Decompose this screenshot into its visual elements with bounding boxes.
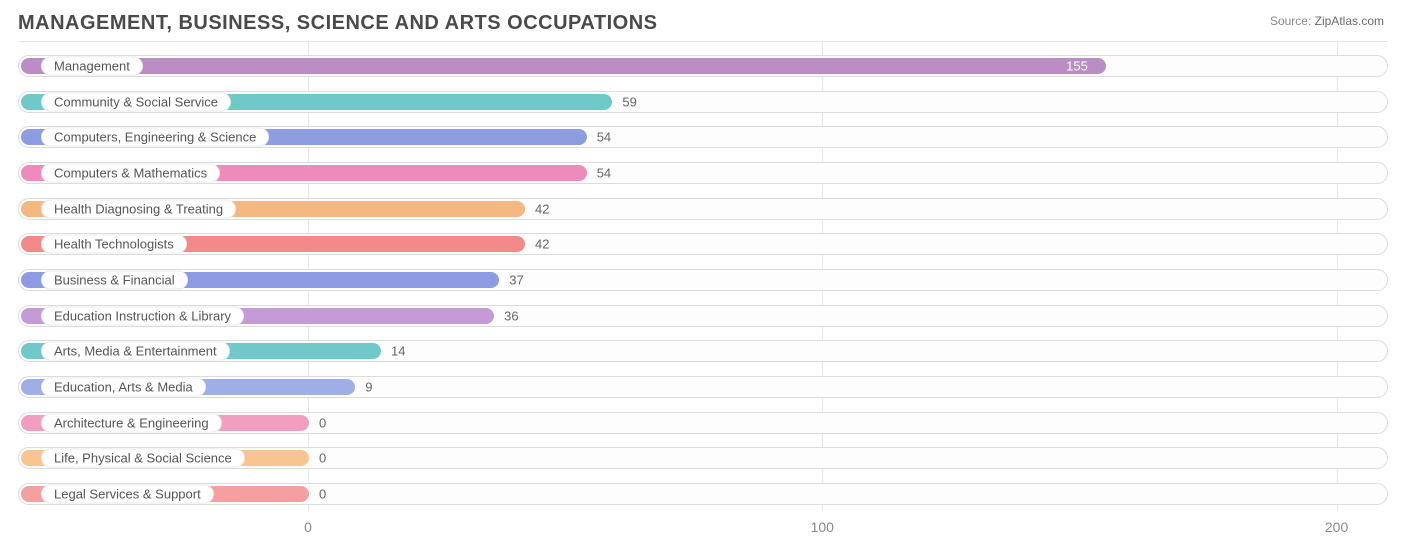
bar-row: Health Diagnosing & Treating 42 [18,195,1388,223]
bar-value: 54 [597,130,611,145]
bar-label: Education, Arts & Media [41,378,206,397]
bar-row: Community & Social Service 59 [18,88,1388,116]
bar-track: Architecture & Engineering 0 [18,412,1388,434]
bar-row: Business & Financial 37 [18,266,1388,294]
bar-track: Arts, Media & Entertainment 14 [18,340,1388,362]
bar-row: Arts, Media & Entertainment 14 [18,337,1388,365]
bar-row: Education Instruction & Library 36 [18,302,1388,330]
bar-row: Life, Physical & Social Science 0 [18,444,1388,472]
bar-row: Education, Arts & Media 9 [18,373,1388,401]
bar-label: Health Technologists [41,235,187,254]
bar-value: 155 [1066,58,1088,73]
bar-fill [21,58,1106,74]
source-site: ZipAtlas.com [1315,14,1384,28]
bar-value: 14 [391,344,405,359]
bar-label: Legal Services & Support [41,485,214,504]
bar-track: Education, Arts & Media 9 [18,376,1388,398]
bar-track: Health Diagnosing & Treating 42 [18,198,1388,220]
bar-value: 36 [504,308,518,323]
bar-value: 0 [319,487,326,502]
chart-title: MANAGEMENT, BUSINESS, SCIENCE AND ARTS O… [18,12,1388,35]
bar-track: Community & Social Service 59 [18,91,1388,113]
bar-value: 42 [535,237,549,252]
source-label: Source: [1270,14,1311,28]
plot-area: Management 155 Community & Social Service 5… [18,41,1388,535]
bar-value: 9 [365,380,372,395]
chart-container: MANAGEMENT, BUSINESS, SCIENCE AND ARTS O… [0,0,1406,558]
bar-row: Management 155 [18,52,1388,80]
bar-value: 37 [509,272,523,287]
bar-label: Architecture & Engineering [41,413,222,432]
bar-row: Architecture & Engineering 0 [18,409,1388,437]
bar-label: Business & Financial [41,270,188,289]
bar-label: Life, Physical & Social Science [41,449,245,468]
bar-value: 59 [622,94,636,109]
bar-label: Computers, Engineering & Science [41,128,269,147]
bar-row: Computers, Engineering & Science 54 [18,123,1388,151]
x-axis-tick: 0 [304,519,312,535]
bars-group: Management 155 Community & Social Service 5… [18,42,1388,512]
bar-row: Health Technologists 42 [18,230,1388,258]
x-axis-tick: 200 [1325,519,1348,535]
bar-track: Computers, Engineering & Science 54 [18,126,1388,148]
source-attribution: Source: ZipAtlas.com [1270,14,1384,28]
bar-track: Management 155 [18,55,1388,77]
bar-value: 0 [319,415,326,430]
bar-label: Education Instruction & Library [41,306,244,325]
bar-label: Computers & Mathematics [41,163,220,182]
bar-track: Life, Physical & Social Science 0 [18,447,1388,469]
bar-label: Health Diagnosing & Treating [41,199,236,218]
bar-track: Computers & Mathematics 54 [18,162,1388,184]
bar-label: Management [41,56,143,75]
bar-track: Education Instruction & Library 36 [18,305,1388,327]
bar-track: Health Technologists 42 [18,233,1388,255]
bar-row: Legal Services & Support 0 [18,480,1388,508]
bar-label: Community & Social Service [41,92,231,111]
bar-track: Legal Services & Support 0 [18,483,1388,505]
bar-value: 0 [319,451,326,466]
bar-value: 42 [535,201,549,216]
bar-value: 54 [597,165,611,180]
x-axis-tick: 100 [811,519,834,535]
bar-track: Business & Financial 37 [18,269,1388,291]
bar-row: Computers & Mathematics 54 [18,159,1388,187]
bar-label: Arts, Media & Entertainment [41,342,230,361]
